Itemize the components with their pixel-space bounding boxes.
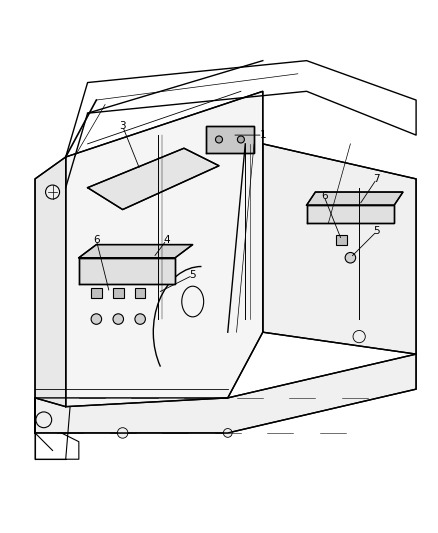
Circle shape	[91, 314, 102, 324]
Text: 4: 4	[163, 235, 170, 245]
Polygon shape	[206, 126, 254, 152]
Polygon shape	[35, 157, 66, 433]
Polygon shape	[88, 148, 219, 209]
Bar	[135, 287, 145, 298]
Circle shape	[135, 314, 145, 324]
Ellipse shape	[182, 286, 204, 317]
Polygon shape	[79, 245, 193, 258]
Text: 6: 6	[93, 235, 100, 245]
Bar	[91, 287, 102, 298]
Bar	[336, 235, 347, 246]
Text: 6: 6	[321, 191, 328, 201]
Circle shape	[353, 330, 365, 343]
Polygon shape	[263, 144, 416, 354]
Circle shape	[215, 136, 223, 143]
Circle shape	[117, 427, 128, 438]
Polygon shape	[307, 192, 403, 205]
Circle shape	[223, 429, 232, 437]
Circle shape	[36, 412, 52, 427]
Text: 5: 5	[373, 227, 380, 237]
Polygon shape	[35, 354, 416, 433]
Circle shape	[113, 314, 124, 324]
Bar	[113, 287, 124, 298]
Polygon shape	[307, 205, 394, 223]
Text: 5: 5	[189, 270, 196, 280]
Polygon shape	[79, 258, 175, 284]
Text: 3: 3	[119, 122, 126, 131]
Circle shape	[46, 185, 60, 199]
Text: 1: 1	[259, 130, 266, 140]
Circle shape	[237, 136, 244, 143]
Circle shape	[345, 253, 356, 263]
Polygon shape	[66, 91, 263, 407]
Text: 7: 7	[373, 174, 380, 184]
